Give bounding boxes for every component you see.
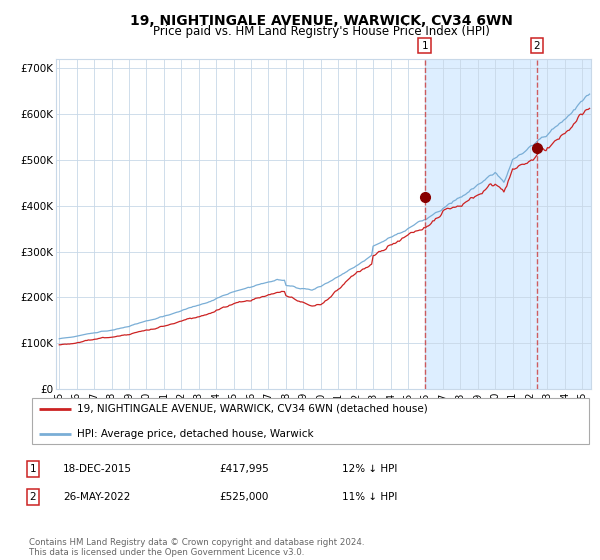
Text: 26-MAY-2022: 26-MAY-2022 (63, 492, 130, 502)
Text: 12% ↓ HPI: 12% ↓ HPI (342, 464, 397, 474)
Text: £525,000: £525,000 (219, 492, 268, 502)
Text: 19, NIGHTINGALE AVENUE, WARWICK, CV34 6WN (detached house): 19, NIGHTINGALE AVENUE, WARWICK, CV34 6W… (77, 404, 427, 413)
FancyBboxPatch shape (32, 398, 589, 444)
Text: HPI: Average price, detached house, Warwick: HPI: Average price, detached house, Warw… (77, 429, 313, 438)
Text: £417,995: £417,995 (219, 464, 269, 474)
Text: 19, NIGHTINGALE AVENUE, WARWICK, CV34 6WN: 19, NIGHTINGALE AVENUE, WARWICK, CV34 6W… (130, 14, 512, 28)
Text: 11% ↓ HPI: 11% ↓ HPI (342, 492, 397, 502)
Text: Price paid vs. HM Land Registry's House Price Index (HPI): Price paid vs. HM Land Registry's House … (152, 25, 490, 38)
Text: 18-DEC-2015: 18-DEC-2015 (63, 464, 132, 474)
Text: 2: 2 (29, 492, 37, 502)
Text: 1: 1 (421, 40, 428, 50)
Bar (425, 59, 600, 389)
Text: 1: 1 (29, 464, 37, 474)
Text: 2: 2 (533, 40, 540, 50)
Text: Contains HM Land Registry data © Crown copyright and database right 2024.
This d: Contains HM Land Registry data © Crown c… (29, 538, 364, 557)
